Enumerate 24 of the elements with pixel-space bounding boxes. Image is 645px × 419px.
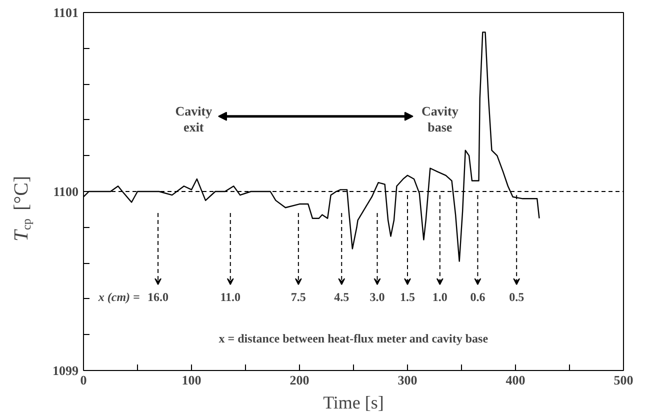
annotation: 0.5 bbox=[509, 290, 524, 304]
x-axis-title: Time [s] bbox=[323, 392, 384, 412]
annotation: Cavity exit bbox=[175, 103, 213, 135]
x-tick-label: 500 bbox=[614, 372, 634, 388]
x-tick-label: 0 bbox=[80, 372, 87, 388]
annotation: x = distance between heat-flux meter and cavity base bbox=[218, 331, 489, 346]
annotation: Cavity base bbox=[421, 103, 459, 135]
x-tick-label: 400 bbox=[506, 372, 526, 388]
y-tick-label: 1100 bbox=[53, 184, 79, 199]
annotation: x (cm) = bbox=[97, 290, 140, 304]
x-tick-label: 100 bbox=[182, 372, 202, 388]
annotation: 7.5 bbox=[290, 290, 306, 304]
y-tick-label: 1101 bbox=[53, 5, 79, 20]
annotation: 11.0 bbox=[220, 290, 241, 304]
annotation: 3.0 bbox=[370, 290, 385, 304]
x-tick-label: 300 bbox=[398, 372, 418, 388]
annotation: 16.0 bbox=[148, 290, 169, 304]
y-tick-label: 1099 bbox=[52, 363, 79, 378]
x-tick-label: 200 bbox=[290, 372, 310, 388]
annotation: 1.0 bbox=[432, 290, 448, 304]
annotation: 0.6 bbox=[470, 290, 486, 304]
y-axis-title: Tcp [°C] bbox=[10, 176, 34, 242]
annotation: 1.5 bbox=[400, 290, 415, 304]
annotation: 4.5 bbox=[334, 290, 350, 304]
